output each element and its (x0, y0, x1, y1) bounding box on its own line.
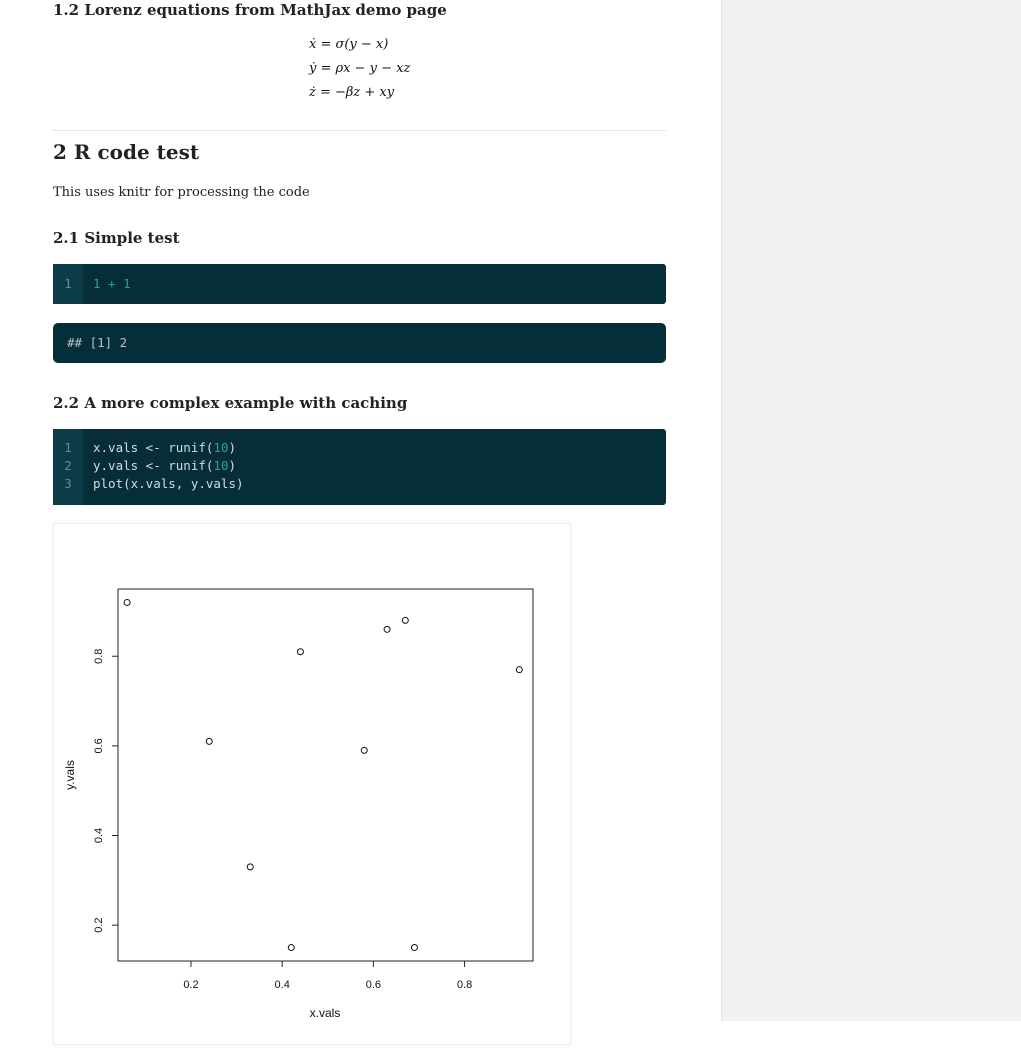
output-block: ## [1] 2 (53, 323, 666, 363)
data-point (515, 666, 523, 674)
y-tick-label: 0.4 (93, 828, 105, 843)
complex-code-block: 1 2 3 x.vals <- runif(10) y.vals <- runi… (53, 429, 666, 505)
x-axis-label: x.vals (310, 1006, 341, 1020)
code-line: y.vals <- runif(10) (93, 458, 237, 473)
data-point (410, 944, 418, 952)
lorenz-equation-y: ẏ = ρx − y − xz (309, 61, 411, 76)
right-sidebar (721, 0, 1021, 1021)
lorenz-equation-z: ż = −βz + xy (309, 85, 395, 100)
data-point (383, 625, 391, 633)
code-line: x.vals <- runif(10) (93, 440, 237, 455)
line-number: 2 (64, 458, 72, 473)
scatter-plot: 0.2 0.4 0.6 0.8 0.2 0.4 0.6 0.8 x.vals y.vals (63, 588, 534, 1020)
data-point (205, 737, 213, 745)
data-point (287, 944, 295, 952)
plot-frame (117, 588, 534, 962)
r-code-heading: 2 R code test (53, 140, 200, 164)
section-divider (53, 130, 666, 131)
data-points (123, 598, 523, 952)
x-axis: 0.2 0.4 0.6 0.8 (183, 961, 472, 991)
data-point (401, 616, 409, 624)
data-point (123, 598, 131, 606)
x-tick-label: 0.2 (183, 979, 198, 991)
line-number: 1 (64, 440, 72, 455)
x-tick-label: 0.8 (457, 979, 472, 991)
y-axis: 0.2 0.4 0.6 0.8 (93, 649, 118, 933)
y-tick-label: 0.6 (93, 738, 105, 753)
data-point (296, 648, 304, 656)
y-axis-label: y.vals (63, 760, 77, 790)
complex-example-heading: 2.2 A more complex example with caching (53, 394, 408, 412)
line-number-gutter: 1 (53, 264, 83, 304)
x-tick-label: 0.4 (275, 979, 290, 991)
y-tick-label: 0.8 (93, 649, 105, 664)
data-point (360, 746, 368, 754)
data-point (246, 863, 254, 871)
code-line: plot(x.vals, y.vals) (93, 476, 244, 491)
y-tick-label: 0.2 (93, 917, 105, 932)
lorenz-equation-x: ẋ = σ(y − x) (309, 37, 389, 52)
line-number: 1 (64, 276, 72, 291)
r-intro-text: This uses knitr for processing the code (53, 185, 310, 200)
line-number-gutter: 1 2 3 (53, 429, 83, 505)
simple-test-heading: 2.1 Simple test (53, 229, 180, 247)
lorenz-heading: 1.2 Lorenz equations from MathJax demo p… (53, 1, 447, 19)
plot-figure: 0.2 0.4 0.6 0.8 0.2 0.4 0.6 0.8 x.vals y.vals (53, 523, 571, 1045)
line-number: 3 (64, 476, 72, 491)
simple-code-block: 1 1 + 1 (53, 264, 666, 304)
output-line: ## [1] 2 (67, 335, 128, 350)
code-line: 1 + 1 (93, 276, 131, 291)
x-tick-label: 0.6 (366, 979, 381, 991)
